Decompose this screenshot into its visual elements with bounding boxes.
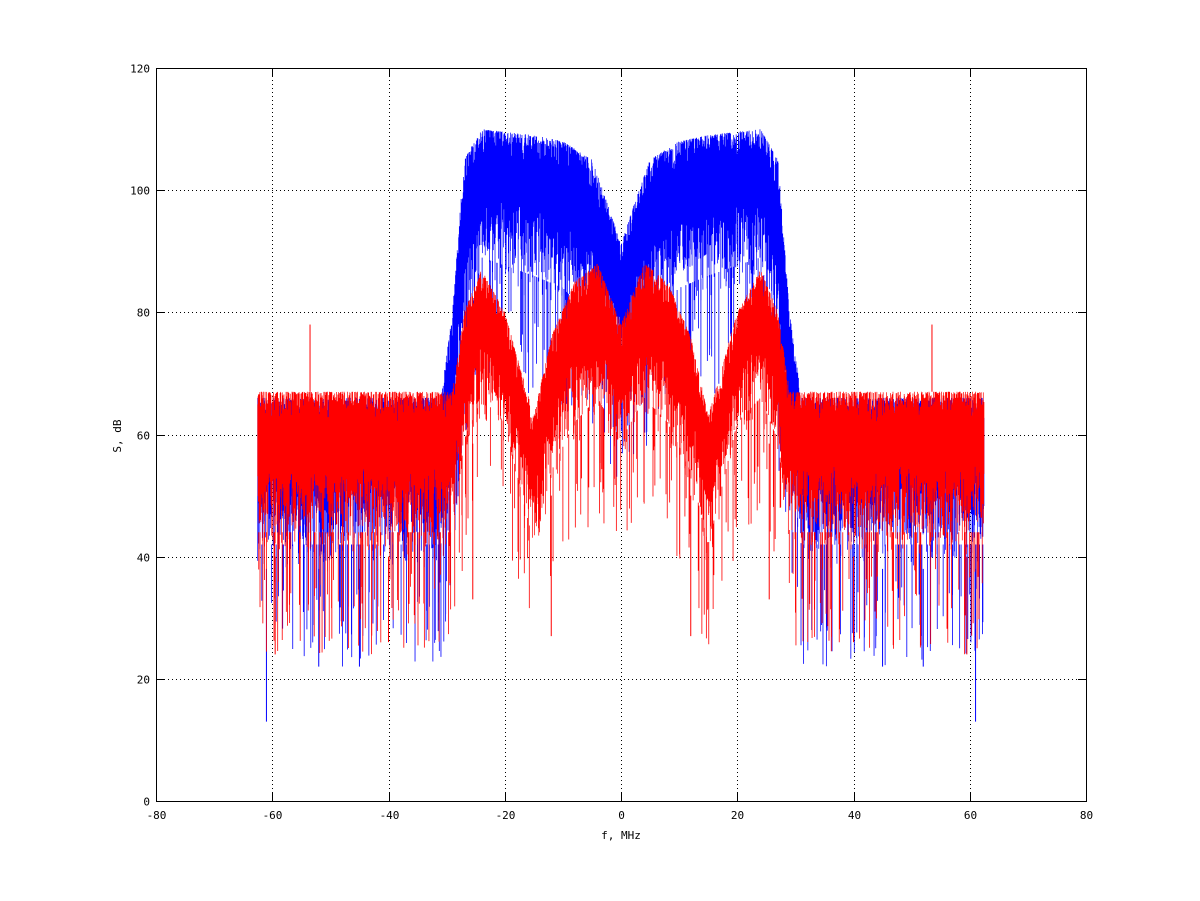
y-tick-labels: 0 20 40 60 80 100 120 xyxy=(130,63,150,809)
y-tick-label: 80 xyxy=(137,307,150,320)
y-tick-label: 40 xyxy=(137,552,150,565)
y-tick-label: 0 xyxy=(143,796,150,809)
x-tick-label: 0 xyxy=(618,809,625,822)
x-tick-label: -60 xyxy=(263,809,283,822)
series-2-dips xyxy=(258,398,983,655)
y-tick-label: 100 xyxy=(130,185,150,198)
series-2-body xyxy=(257,263,985,560)
tick-marks xyxy=(156,68,1087,802)
y-tick-label: 60 xyxy=(137,430,150,443)
x-tick-label: 40 xyxy=(848,809,861,822)
y-tick-label: 20 xyxy=(137,674,150,687)
x-tick-label: -40 xyxy=(380,809,400,822)
x-tick-label: -20 xyxy=(496,809,516,822)
series-layer xyxy=(257,129,985,722)
x-tick-label: -80 xyxy=(147,809,167,822)
y-axis-label: S, dB xyxy=(111,419,124,452)
x-tick-labels: -80 -60 -40 -20 0 20 40 60 80 xyxy=(147,809,1094,822)
x-tick-label: 20 xyxy=(731,809,744,822)
x-tick-label: 80 xyxy=(1080,809,1093,822)
x-axis-label: f, MHz xyxy=(601,829,641,842)
y-tick-label: 120 xyxy=(130,63,150,76)
series-2 xyxy=(257,263,985,655)
x-tick-label: 60 xyxy=(964,809,977,822)
